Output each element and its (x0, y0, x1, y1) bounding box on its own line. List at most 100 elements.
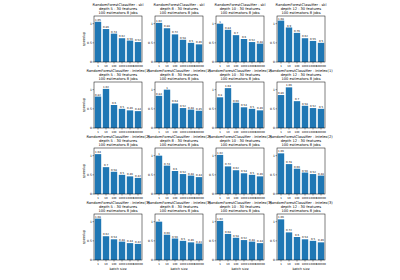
y-tick-label: 0 (90, 126, 92, 130)
title: RandomForestClassifier - intelex(2)depth… (86, 135, 150, 147)
bar (95, 154, 101, 194)
title: RandomForestClassifier - intelex(1)depth… (208, 69, 272, 81)
bar (318, 43, 324, 62)
data-label: 0.46 (257, 173, 263, 176)
x-tick-label: 1 (219, 197, 221, 200)
y-tick-label: 1 (273, 22, 275, 26)
y-tick-label: 0 (151, 126, 153, 130)
x-tick (191, 128, 192, 130)
bar (278, 21, 284, 62)
data-label: 0.52 (249, 39, 255, 42)
x-tick (167, 194, 168, 196)
x-tick (321, 260, 322, 262)
bar (188, 242, 194, 260)
title: RandomForestClassifier - intelex(3)depth… (208, 201, 272, 213)
x-tick-label: 100 (173, 263, 178, 266)
x-tick-label: 1 (97, 197, 99, 200)
y-tick-label: 0 (90, 60, 92, 64)
x-tick-label: 10 (104, 65, 108, 68)
data-label: 0.74 (164, 163, 170, 166)
data-label: 1.02 (103, 86, 109, 89)
x-tick (244, 128, 245, 130)
subplot: RandomForestClassifier - intelex(2)depth… (269, 135, 333, 200)
frame (94, 214, 142, 260)
bars (95, 89, 141, 128)
x-tick-label: 1 (219, 131, 221, 134)
data-label: 0.54 (241, 104, 247, 107)
x-tick (260, 62, 261, 64)
data-label: 0.5 (319, 106, 323, 109)
data-label: 0.62 (302, 35, 308, 38)
data-label: 0.6 (295, 234, 299, 237)
data-label: 0.45 (196, 108, 202, 111)
bar (111, 105, 117, 128)
bar (111, 34, 117, 62)
frame (277, 214, 325, 260)
subplot: RandomForestClassifier - intelex(2)depth… (147, 135, 211, 200)
x-tick (114, 62, 115, 64)
title: RandomForestClassifier - intelex(1)depth… (147, 69, 211, 81)
bar (164, 235, 170, 260)
y-tick-label: 0 (151, 192, 153, 196)
x-tick (130, 62, 131, 64)
bar (302, 239, 308, 260)
y-tick-label: 0.5 (87, 239, 92, 243)
x-tick (167, 260, 168, 262)
bar (127, 110, 133, 128)
bar (95, 219, 101, 260)
x-tick-label: 1000 (119, 131, 126, 134)
x-tick-label: 1000 (180, 263, 187, 266)
x-tick-label: 1000 (241, 263, 248, 266)
frame (216, 148, 264, 194)
x-tick-label: 100000 (133, 197, 143, 200)
frame (155, 214, 203, 260)
data-label: 0.84 (156, 93, 162, 96)
x-tick-label: 100 (234, 197, 239, 200)
data-label: 0.86 (278, 92, 284, 95)
x-tick (252, 260, 253, 262)
bar (164, 28, 170, 62)
data-label: 0.5 (311, 238, 315, 241)
x-label: batch size (109, 267, 126, 271)
x-tick (305, 194, 306, 196)
x-tick (159, 194, 160, 196)
data-label: 0.66 (164, 232, 170, 235)
frame (277, 148, 325, 194)
x-tick (106, 260, 107, 262)
title: RandomForestClassifier - skldepth 8 - 30… (154, 3, 205, 15)
bars (156, 90, 202, 128)
x-tick (252, 62, 253, 64)
data-label: 1.02 (217, 152, 223, 155)
frame (155, 16, 203, 62)
bar (95, 22, 101, 62)
subplot: RandomForestClassifier - intelex(3)depth… (82, 201, 150, 271)
bar (241, 173, 247, 194)
data-label: 0.46 (257, 107, 263, 110)
bar (156, 23, 162, 62)
x-tick-label: 10 (165, 131, 169, 134)
bar (164, 90, 170, 128)
y-tick-label: 1 (90, 220, 92, 224)
data-label: 0.46 (318, 239, 324, 242)
bars (95, 154, 141, 194)
y-tick-label: 0.5 (87, 107, 92, 111)
x-tick-label: 1 (280, 263, 282, 266)
x-tick-label: 10 (287, 263, 291, 266)
bar (278, 95, 284, 128)
data-label: 0.44 (127, 240, 133, 243)
y-tick-label: 0.5 (270, 107, 275, 111)
y-tick-label: 0.5 (270, 239, 275, 243)
bar (310, 108, 316, 128)
bars (217, 221, 263, 260)
y-tick-label: 1 (90, 154, 92, 158)
subplot: RandomForestClassifier - intelex(2)depth… (82, 135, 150, 200)
data-label: 0.74 (111, 31, 117, 34)
bar (196, 177, 202, 194)
bar (217, 24, 223, 62)
frame (277, 82, 325, 128)
bar (135, 178, 141, 194)
title: RandomForestClassifier - skldepth 10 - 3… (215, 3, 266, 15)
x-tick (281, 260, 282, 262)
bars (156, 222, 202, 260)
x-tick (98, 62, 99, 64)
